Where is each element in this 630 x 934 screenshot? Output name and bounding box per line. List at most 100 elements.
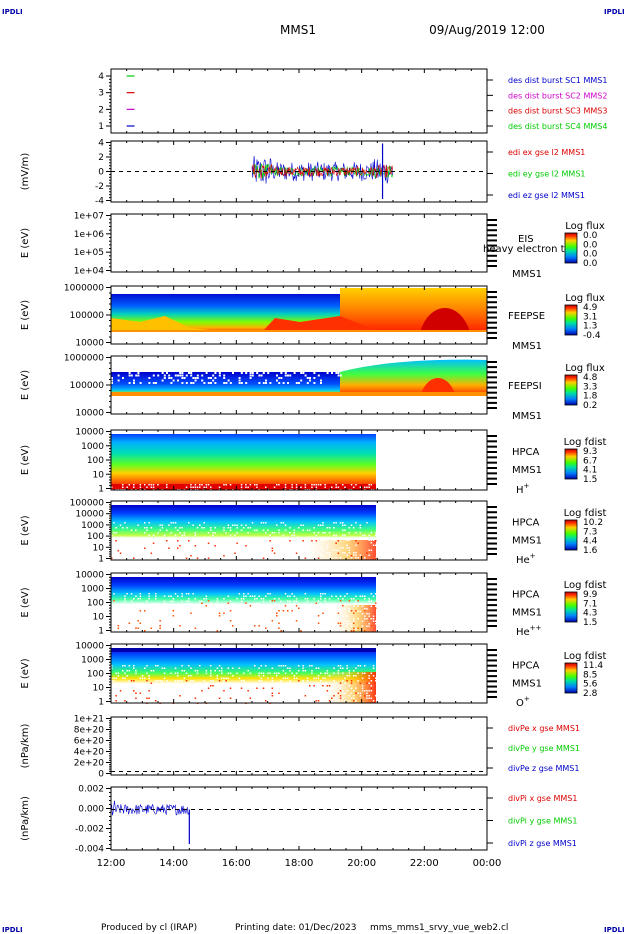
speckle	[243, 697, 245, 699]
y-tick-label: 3	[98, 89, 104, 99]
speckle	[364, 672, 366, 674]
speckle	[258, 552, 260, 554]
speckle	[128, 374, 131, 377]
colorbar-tick-label: 11.4	[583, 661, 603, 671]
speckle	[207, 532, 210, 534]
speckle	[262, 372, 265, 374]
speckle	[260, 623, 263, 625]
speckle	[111, 685, 113, 687]
speckle	[124, 615, 126, 617]
speckle	[216, 700, 219, 702]
speckle	[214, 545, 216, 547]
speckle	[306, 598, 309, 600]
speckle	[161, 364, 164, 367]
speckle	[225, 557, 227, 559]
speckle	[161, 369, 164, 372]
speckle	[199, 682, 201, 684]
speckle	[333, 362, 336, 364]
y-tick-label: -4	[95, 197, 104, 207]
speckle	[192, 700, 194, 702]
speckle	[280, 377, 283, 379]
speckle	[210, 675, 212, 677]
speckle	[188, 364, 190, 367]
speckle	[216, 682, 219, 684]
speckle	[236, 532, 238, 534]
speckle	[311, 672, 313, 674]
speckle	[249, 603, 252, 605]
speckle	[190, 372, 193, 374]
speckle	[254, 682, 256, 684]
speckle	[287, 690, 289, 692]
speckle	[216, 675, 219, 677]
speckle	[181, 369, 184, 372]
speckle	[196, 685, 199, 687]
speckle	[269, 600, 271, 602]
speckle	[287, 364, 289, 367]
speckle	[273, 486, 276, 488]
speckle	[128, 665, 131, 667]
speckle	[247, 620, 249, 622]
speckle	[210, 615, 212, 617]
spacecraft-label: MMS1	[512, 269, 542, 280]
speckle	[315, 623, 318, 625]
speckle	[135, 697, 137, 699]
speckle	[262, 522, 265, 524]
speckle	[313, 677, 315, 679]
speckle	[188, 665, 190, 667]
speckle	[300, 539, 302, 541]
speckle	[152, 603, 155, 605]
speckle	[210, 547, 212, 549]
speckle	[205, 484, 208, 486]
speckle	[282, 554, 285, 556]
species-label: He+	[516, 552, 536, 566]
speckle	[254, 595, 256, 597]
speckle	[238, 690, 241, 692]
speckle	[278, 610, 280, 612]
speckle	[192, 680, 194, 682]
speckle	[218, 687, 221, 689]
speckle	[227, 672, 230, 674]
speckle	[265, 362, 267, 364]
speckle	[181, 372, 184, 374]
speckle	[152, 544, 155, 546]
speckle	[370, 687, 373, 689]
speckle	[337, 665, 340, 667]
y-axis-label: (mV/m)	[20, 153, 31, 191]
speckle	[366, 690, 368, 692]
legend-entry: des dist burst SC1 MMS1	[508, 76, 607, 85]
speckle	[188, 675, 190, 677]
speckle	[249, 618, 252, 620]
speckle	[163, 595, 166, 597]
speckle	[344, 620, 346, 622]
speckle	[265, 364, 267, 367]
speckle	[144, 677, 146, 679]
speckle	[265, 682, 267, 684]
speckle	[152, 542, 155, 544]
speckle	[300, 379, 303, 382]
speckle	[135, 605, 137, 607]
speckle	[309, 529, 311, 531]
speckle	[306, 610, 309, 612]
speckle	[291, 593, 293, 595]
speckle	[375, 605, 377, 607]
speckle	[155, 610, 157, 612]
speckle	[337, 628, 340, 630]
speckle	[366, 608, 368, 610]
speckle	[126, 685, 128, 687]
speckle	[245, 382, 248, 384]
speckle	[201, 547, 203, 549]
speckle	[337, 372, 340, 374]
speckle	[282, 522, 285, 524]
speckle	[342, 547, 344, 549]
speckle	[188, 682, 190, 684]
speckle	[157, 687, 159, 689]
speckle	[276, 675, 278, 677]
speckle	[221, 547, 223, 549]
speckle	[161, 680, 164, 682]
speckle	[150, 486, 153, 488]
speckle	[177, 542, 179, 544]
speckle	[148, 623, 150, 625]
speckle	[223, 542, 225, 544]
speckle	[315, 700, 318, 702]
